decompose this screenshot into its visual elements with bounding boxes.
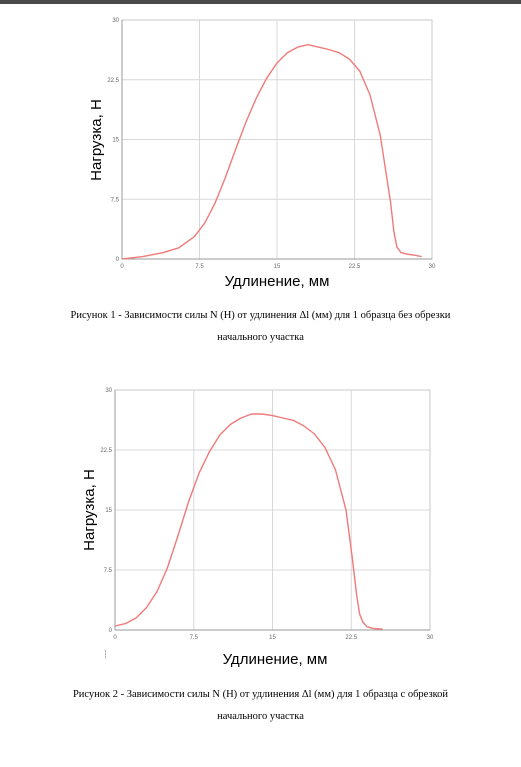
figure-2-caption: Рисунок 2 - Зависимости силы N (Н) от уд… — [20, 684, 501, 728]
chart-2-x-tick-label: 15 — [269, 635, 276, 641]
chart-2-y-tick-label: 30 — [105, 388, 112, 394]
chart-2-y-axis-label: Нагрузка, Н — [81, 469, 98, 551]
chart-2-y-tick-label: 0 — [109, 628, 113, 634]
chart-1-x-tick-label: 0 — [120, 264, 124, 270]
chart-1-y-tick-label: 30 — [112, 18, 119, 24]
chart-1-y-tick-label: 22.5 — [107, 78, 119, 84]
chart-1: 0 7.5 15 22.5 30 0 7.5 15 22.5 30 Нагрузка, Н Удлин… — [88, 18, 436, 290]
figure-1-caption-line-2: начального участка — [217, 332, 304, 343]
chart-1-x-axis-label: Удлинение, мм — [225, 273, 330, 290]
chart-1-y-tick-label: 7.5 — [111, 197, 120, 203]
figure-2-caption-line-1: Рисунок 2 - Зависимости силы N (Н) от уд… — [72, 689, 449, 700]
chart-2-data-line — [114, 413, 383, 630]
chart-2-x-axis-label: Удлинение, мм — [223, 651, 328, 668]
chart-1-y-tick-label: 0 — [116, 257, 120, 263]
chart-1-data-line — [121, 44, 422, 260]
chart-1-x-tick-label: 22.5 — [349, 264, 361, 270]
chart-2-x-tick-label: 30 — [427, 635, 434, 641]
figure-1-caption-line-1: Рисунок 1 - Зависимости силы N (Н) от уд… — [70, 310, 451, 321]
chart-1-y-axis-label: Нагрузка, Н — [88, 99, 105, 181]
chart-1-x-tick-label: 15 — [274, 264, 281, 270]
figure-2-caption-line-2: начального участка — [217, 711, 304, 722]
chart-1-x-tick-label: 30 — [429, 264, 436, 270]
chart-2-y-tick-label: 15 — [105, 508, 112, 514]
chart-2-x-tick-label: 0 — [113, 635, 117, 641]
stray-mark: ┆ — [103, 650, 108, 659]
chart-2-y-tick-label: 7.5 — [104, 568, 113, 574]
top-border-bar — [0, 0, 521, 4]
chart-2: 0 7.5 15 22.5 30 0 7.5 15 22.5 30 Нагрузка, Н Удлин… — [81, 388, 434, 668]
chart-1-x-tick-label: 7.5 — [195, 264, 204, 270]
chart-1-y-tick-label: 15 — [112, 138, 119, 144]
figure-1-caption: Рисунок 1 - Зависимости силы N (Н) от уд… — [20, 305, 501, 349]
chart-2-x-tick-label: 22.5 — [345, 635, 357, 641]
chart-2-y-tick-label: 22.5 — [100, 448, 112, 454]
chart-2-x-tick-label: 7.5 — [190, 635, 199, 641]
